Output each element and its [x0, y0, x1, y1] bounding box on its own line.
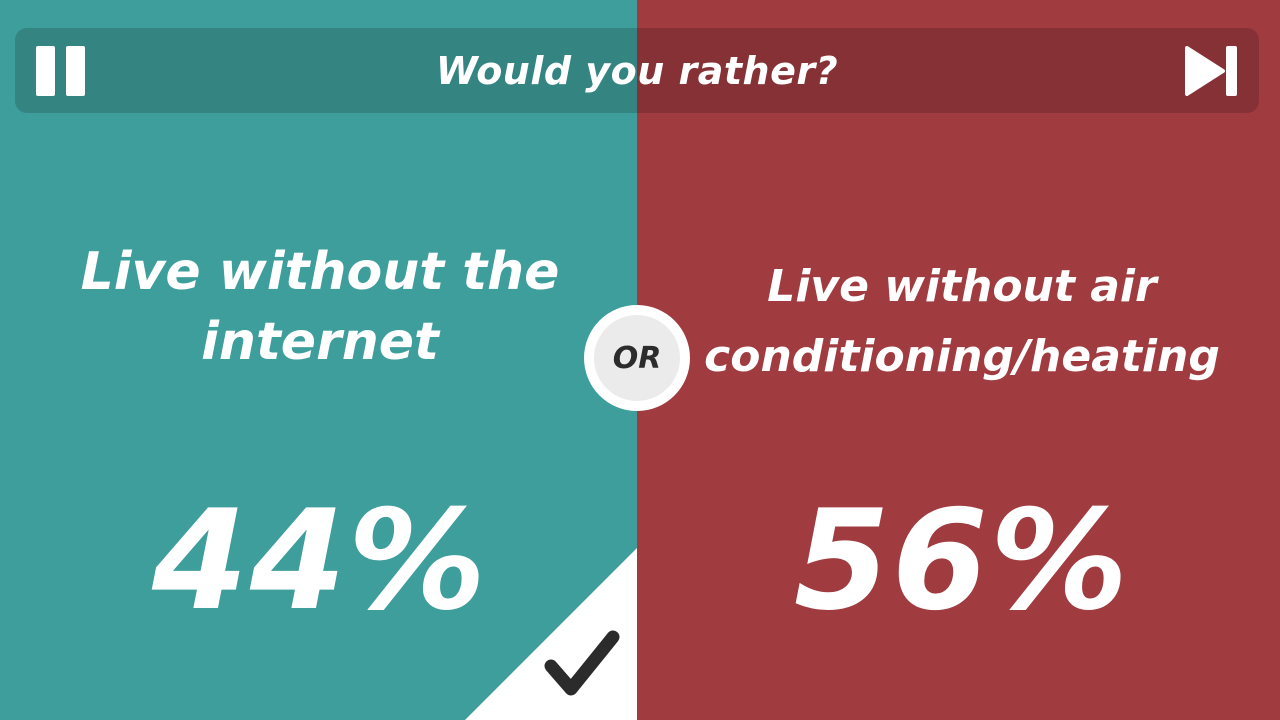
or-label: OR — [594, 315, 680, 401]
option-left-percent: 44% — [151, 480, 489, 641]
option-right-text: Live without air conditioning/heating — [704, 261, 1220, 383]
page-title: Would you rather? — [435, 48, 839, 93]
pause-icon — [36, 46, 55, 96]
option-left-text: Live without the internet — [80, 242, 560, 373]
or-badge: OR — [584, 305, 690, 411]
option-right-percent: 56% — [793, 480, 1131, 641]
skip-next-icon[interactable] — [1183, 45, 1239, 97]
option-right-panel[interactable] — [637, 0, 1280, 720]
pause-icon-bar — [66, 46, 85, 96]
pause-button[interactable] — [36, 46, 86, 96]
top-bar: Would you rather? — [15, 28, 1259, 113]
